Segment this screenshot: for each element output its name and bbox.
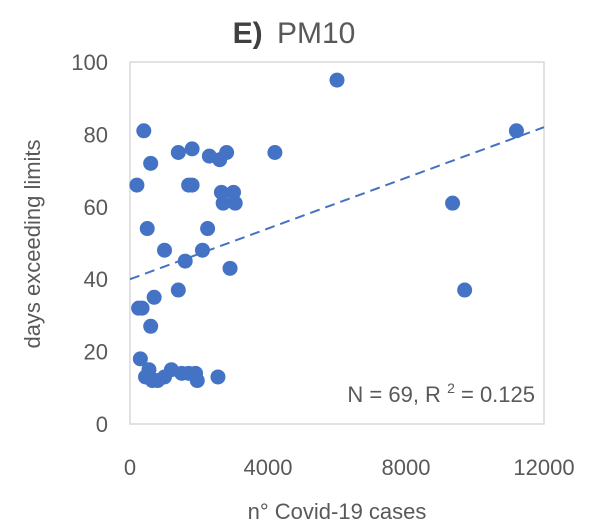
annotation-sup: 2 (447, 380, 455, 396)
data-point (143, 155, 159, 171)
data-point (508, 123, 524, 139)
data-point (136, 123, 152, 139)
data-point (445, 195, 461, 211)
data-point (200, 221, 216, 237)
y-tick-label: 100 (71, 50, 108, 75)
x-tick-label: 4000 (244, 455, 293, 480)
data-points (129, 72, 524, 389)
annotation-r2: = 0.125 (461, 382, 535, 407)
chart-title-main: PM10 (277, 17, 355, 50)
y-tick-label: 20 (84, 340, 108, 365)
x-axis-label: n° Covid-19 cases (248, 499, 427, 524)
stats-annotation: N = 69, R 2 = 0.125 (347, 373, 535, 407)
y-axis-label: days exceeding limits (20, 139, 45, 348)
chart-title: E) PM10 (233, 17, 356, 50)
data-point (143, 318, 159, 334)
data-point (177, 253, 193, 269)
y-tick-labels: 0 20 40 60 80 100 (71, 50, 108, 437)
data-point (134, 300, 150, 316)
data-point (184, 177, 200, 193)
annotation-n: N = 69, R (347, 382, 441, 407)
data-point (227, 195, 243, 211)
data-point (457, 282, 473, 298)
data-point (170, 145, 186, 160)
data-point (210, 369, 226, 385)
chart-title-prefix: E) (233, 17, 263, 50)
data-point (222, 260, 238, 276)
y-tick-label: 40 (84, 267, 108, 292)
x-tick-label: 8000 (382, 455, 431, 480)
data-point (170, 282, 186, 298)
x-tick-labels: 0 4000 8000 12000 (124, 455, 575, 480)
y-tick-label: 80 (84, 122, 108, 147)
data-point (219, 145, 235, 160)
data-point (189, 373, 205, 389)
plot-area (129, 61, 545, 425)
data-point (146, 289, 162, 305)
y-tick-label: 60 (84, 195, 108, 220)
data-point (329, 72, 345, 88)
data-point (132, 351, 148, 367)
data-point (184, 141, 200, 157)
data-point (267, 145, 283, 160)
data-point (194, 242, 210, 258)
data-point (139, 221, 155, 237)
data-point (157, 242, 172, 258)
x-tick-label: 12000 (513, 455, 574, 480)
x-tick-label: 0 (124, 455, 136, 480)
data-point (129, 177, 145, 193)
y-tick-label: 0 (96, 412, 108, 437)
data-point (215, 195, 231, 211)
